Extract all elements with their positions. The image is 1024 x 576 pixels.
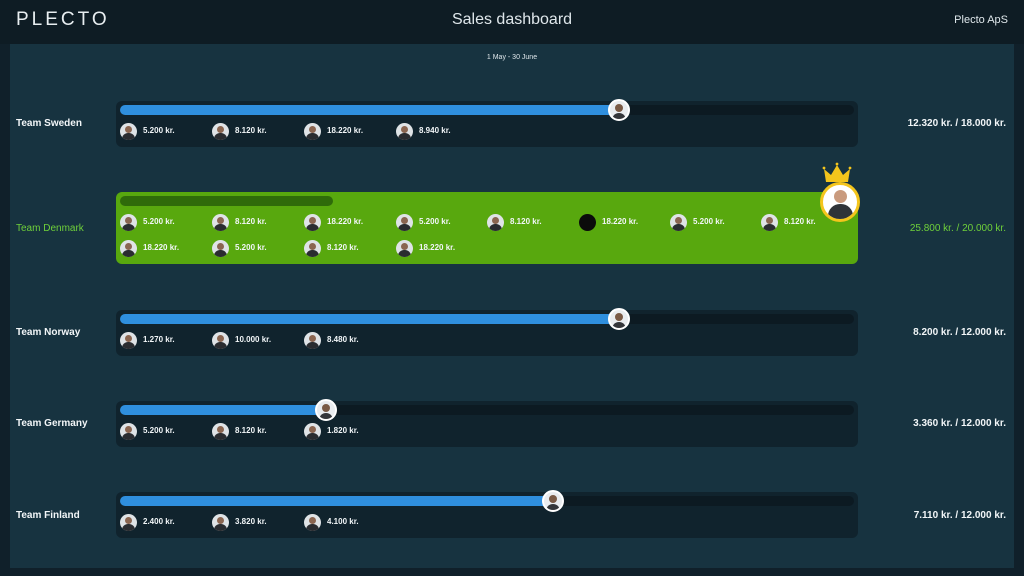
dashboard-panel: 1 May - 30 June Team Sweden 5.200 kr. 8.… bbox=[10, 44, 1014, 568]
progress-track bbox=[120, 196, 854, 206]
member-avatar bbox=[579, 214, 596, 231]
progress-fill bbox=[120, 496, 553, 506]
member-avatar bbox=[212, 514, 229, 531]
team-card-germany[interactable]: 5.200 kr. 8.120 kr. 1.820 kr. bbox=[116, 399, 858, 447]
member-avatar bbox=[304, 214, 321, 231]
member-amount: 8.120 kr. bbox=[235, 217, 267, 226]
progress-fill bbox=[120, 405, 326, 415]
team-name-denmark: Team Denmark bbox=[16, 223, 84, 234]
member-amount: 18.220 kr. bbox=[327, 217, 364, 226]
member-amount: 10.000 kr. bbox=[235, 335, 272, 344]
member-amount: 3.820 kr. bbox=[235, 517, 267, 526]
dashboard-title: Sales dashboard bbox=[451, 11, 573, 28]
top-bar: PLECTO Sales dashboard Plecto ApS bbox=[0, 0, 1024, 44]
member-amount: 5.200 kr. bbox=[693, 217, 725, 226]
member-avatar bbox=[212, 123, 229, 140]
progress-track bbox=[120, 308, 854, 330]
team-total-norway: 8.200 kr. / 12.000 kr. bbox=[913, 327, 1006, 338]
member-avatar bbox=[212, 240, 229, 257]
progress-track bbox=[120, 399, 854, 421]
team-total-finland: 7.110 kr. / 12.000 kr. bbox=[913, 510, 1006, 521]
member-amount: 5.200 kr. bbox=[143, 217, 175, 226]
member-amount: 5.200 kr. bbox=[143, 126, 175, 135]
member-avatar bbox=[120, 514, 137, 531]
member-avatar bbox=[120, 332, 137, 349]
progress-fill bbox=[120, 105, 619, 115]
leader-avatar[interactable] bbox=[315, 399, 337, 421]
logo-text: PLECTO bbox=[16, 9, 110, 30]
member-amount: 1.820 kr. bbox=[327, 426, 359, 435]
progress-track bbox=[120, 490, 854, 512]
member-amount: 8.120 kr. bbox=[235, 426, 267, 435]
leader-avatar[interactable] bbox=[608, 99, 630, 121]
leader-avatar[interactable] bbox=[542, 490, 564, 512]
member-avatar bbox=[761, 214, 778, 231]
member-avatar bbox=[304, 332, 321, 349]
member-amount: 5.200 kr. bbox=[419, 217, 451, 226]
member-amount: 18.220 kr. bbox=[143, 243, 180, 252]
company-name: Plecto ApS bbox=[954, 14, 1008, 26]
member-amount: 8.940 kr. bbox=[419, 126, 451, 135]
team-card-norway[interactable]: 1.270 kr. 10.000 kr. 8.480 kr. bbox=[116, 308, 858, 356]
member-avatar bbox=[304, 123, 321, 140]
member-amount: 8.120 kr. bbox=[327, 243, 359, 252]
leader-avatar[interactable] bbox=[608, 308, 630, 330]
member-avatar bbox=[120, 423, 137, 440]
member-amount: 1.270 kr. bbox=[143, 335, 175, 344]
team-total-sweden: 12.320 kr. / 18.000 kr. bbox=[907, 118, 1006, 129]
member-amount: 18.220 kr. bbox=[602, 217, 639, 226]
team-name-germany: Team Germany bbox=[16, 418, 88, 429]
team-card-sweden[interactable]: 5.200 kr. 8.120 kr. 18.220 kr. 8.940 kr. bbox=[116, 99, 858, 147]
member-avatar bbox=[120, 123, 137, 140]
member-avatar bbox=[120, 240, 137, 257]
period-label: 1 May - 30 June bbox=[486, 54, 538, 61]
member-amount: 8.120 kr. bbox=[784, 217, 816, 226]
member-amount: 8.120 kr. bbox=[510, 217, 542, 226]
crown-icon bbox=[822, 162, 852, 182]
member-amount: 5.200 kr. bbox=[235, 243, 267, 252]
team-name-finland: Team Finland bbox=[16, 510, 80, 521]
progress-fill bbox=[120, 196, 333, 206]
member-avatar bbox=[212, 332, 229, 349]
team-total-germany: 3.360 kr. / 12.000 kr. bbox=[913, 418, 1006, 429]
member-avatar bbox=[487, 214, 504, 231]
member-amount: 2.400 kr. bbox=[143, 517, 175, 526]
progress-fill bbox=[120, 314, 619, 324]
member-avatar bbox=[396, 214, 413, 231]
member-avatar bbox=[120, 214, 137, 231]
member-amount: 18.220 kr. bbox=[419, 243, 456, 252]
team-card-finland[interactable]: 2.400 kr. 3.820 kr. 4.100 kr. bbox=[116, 490, 858, 538]
team-card-denmark[interactable]: 5.200 kr. 8.120 kr. 18.220 kr. 5.200 kr.… bbox=[116, 162, 860, 264]
member-amount: 18.220 kr. bbox=[327, 126, 364, 135]
team-total-denmark: 25.800 kr. / 20.000 kr. bbox=[909, 223, 1006, 234]
member-avatar bbox=[212, 214, 229, 231]
member-avatar bbox=[304, 514, 321, 531]
team-name-norway: Team Norway bbox=[16, 327, 81, 338]
member-amount: 5.200 kr. bbox=[143, 426, 175, 435]
plecto-logo[interactable]: PLECTO bbox=[16, 9, 110, 31]
member-avatar bbox=[304, 240, 321, 257]
member-avatar bbox=[396, 240, 413, 257]
member-amount: 8.120 kr. bbox=[235, 126, 267, 135]
member-amount: 4.100 kr. bbox=[327, 517, 359, 526]
member-avatar bbox=[304, 423, 321, 440]
member-avatar bbox=[396, 123, 413, 140]
team-name-sweden: Team Sweden bbox=[16, 118, 82, 129]
member-avatar bbox=[212, 423, 229, 440]
progress-track bbox=[120, 99, 854, 121]
winner-avatar[interactable] bbox=[820, 182, 860, 222]
member-avatar bbox=[670, 214, 687, 231]
member-amount: 8.480 kr. bbox=[327, 335, 359, 344]
